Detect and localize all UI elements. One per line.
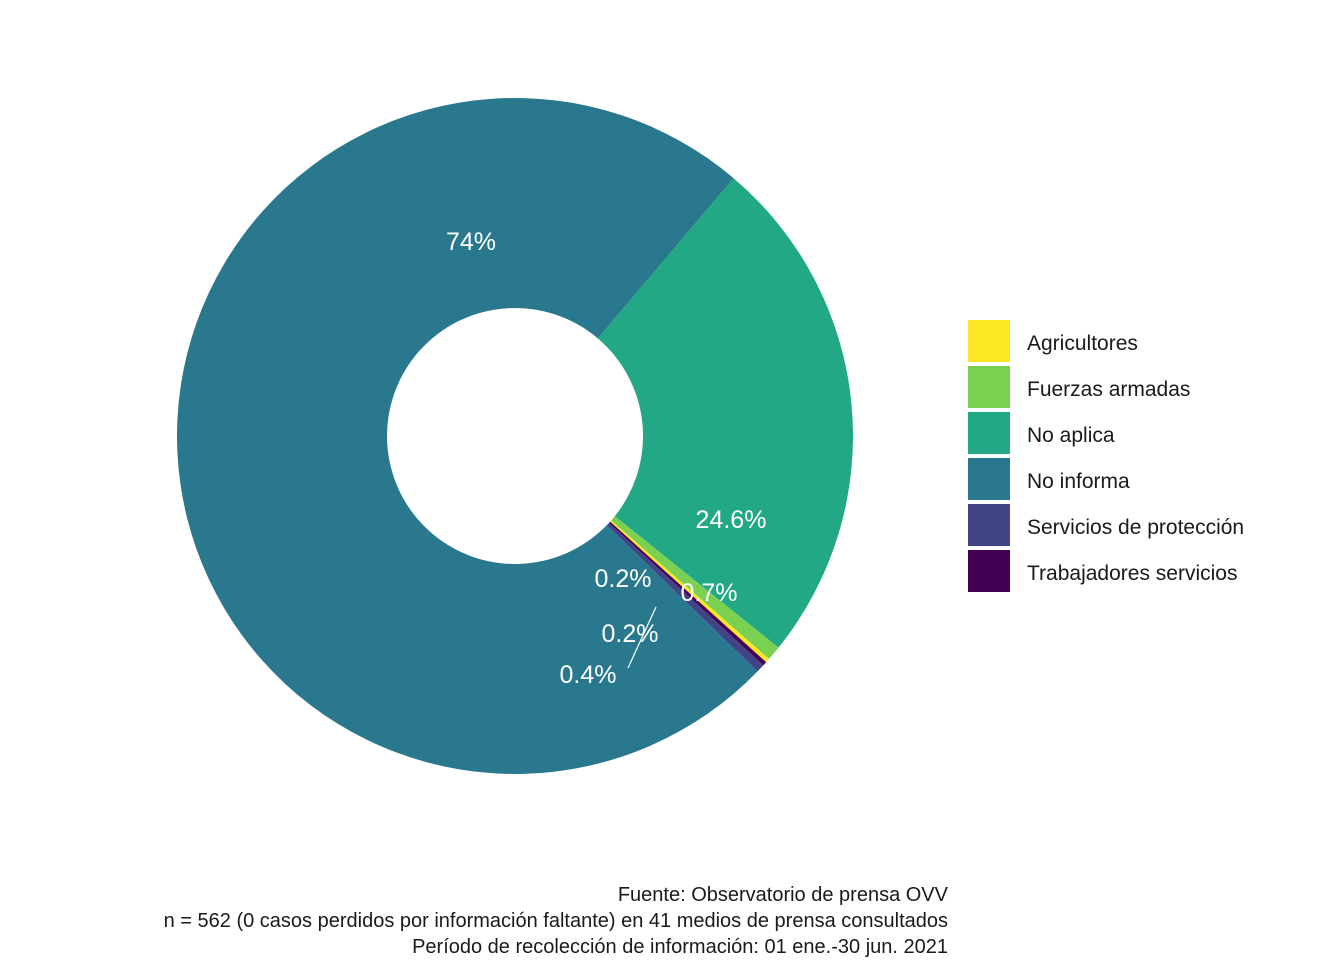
legend-key-fuerzas-armadas	[968, 366, 1010, 408]
legend: Agricultores Fuerzas armadas No aplica No i…	[968, 320, 1244, 592]
caption-period: Período de recolección de información: 0…	[412, 936, 948, 958]
legend-key-agricultores	[968, 320, 1010, 362]
slice-trabajadores-servicios	[609, 521, 767, 666]
leader-lines	[627, 606, 657, 669]
legend-label-trabajadores-servicios: Trabajadores servicios	[1027, 562, 1237, 585]
legend-label-no-aplica: No aplica	[1027, 424, 1115, 447]
caption-sample: n = 562 (0 casos perdidos por informació…	[163, 910, 948, 932]
legend-key-no-informa	[968, 458, 1010, 500]
leader-line	[627, 606, 657, 669]
slice-labels: 24.6% 0.7% 0.2% 0.2% 0.4% 74%	[446, 228, 766, 689]
slice-agricultores	[610, 520, 769, 663]
slice-servicios-de-proteccion	[606, 522, 764, 672]
slice-label-no-informa: 74%	[446, 228, 496, 256]
slice-label-agricultores: 0.2%	[595, 565, 652, 593]
slice-label-fuerzas-armadas: 0.7%	[681, 579, 738, 607]
caption-source: Fuente: Observatorio de prensa OVV	[617, 884, 948, 906]
legend-label-no-informa: No informa	[1027, 470, 1130, 493]
slice-no-aplica	[597, 178, 853, 648]
legend-key-servicios-de-proteccion	[968, 504, 1010, 546]
legend-key-no-aplica	[968, 412, 1010, 454]
legend-label-servicios-de-proteccion: Servicios de protección	[1027, 516, 1244, 539]
slice-no-informa	[176, 97, 758, 774]
slice-label-trabajadores-servicios: 0.2%	[602, 620, 659, 648]
legend-label-agricultores: Agricultores	[1027, 332, 1138, 355]
legend-label-fuerzas-armadas: Fuerzas armadas	[1027, 378, 1190, 401]
donut-slices	[176, 97, 853, 774]
slice-fuerzas-armadas	[611, 516, 779, 660]
slice-label-servicios-de-proteccion: 0.4%	[560, 661, 617, 689]
chart-caption: Fuente: Observatorio de prensa OVV n = 5…	[164, 882, 948, 960]
legend-key-trabajadores-servicios	[968, 550, 1010, 592]
slice-label-no-aplica: 24.6%	[696, 506, 767, 534]
